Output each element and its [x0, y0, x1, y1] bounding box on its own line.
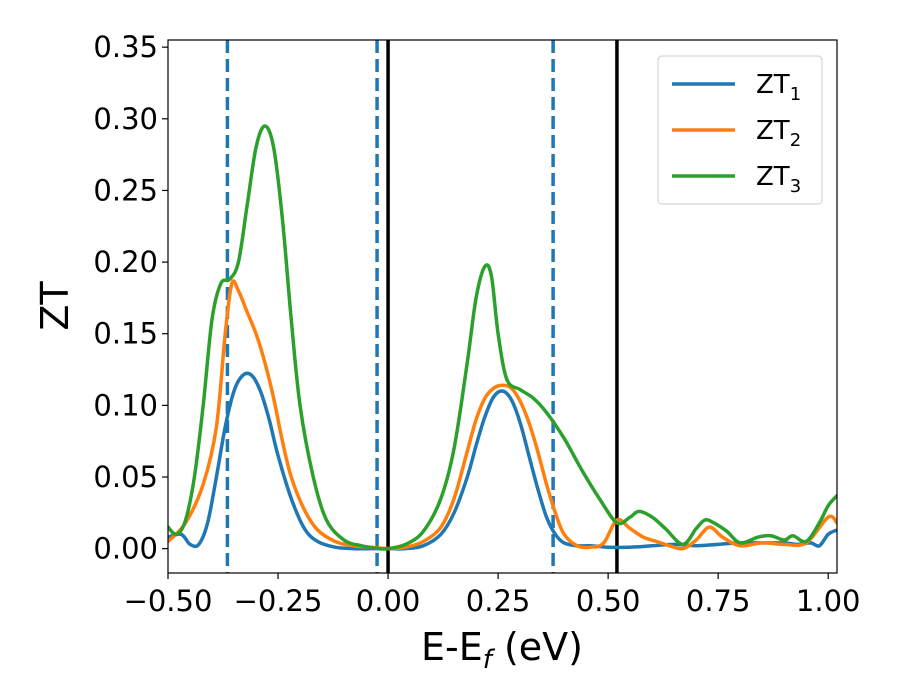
- y-tick-label: 0.05: [93, 460, 158, 494]
- y-axis-label: ZT: [33, 281, 77, 331]
- series-lines: [168, 124, 837, 551]
- legend-frame: [657, 55, 823, 205]
- y-tick-label: 0.20: [93, 245, 158, 279]
- y-tick-label: 0.25: [93, 173, 158, 207]
- series-line-zt1: [168, 371, 837, 551]
- x-axis-label: E-Ef (eV): [421, 625, 583, 675]
- x-tick-label: 0.50: [576, 584, 641, 618]
- y-tick-label: 0.10: [93, 388, 158, 422]
- x-axis-ticks: −0.50 −0.25 0.00 0.25 0.50 0.75 1.00: [124, 573, 861, 618]
- x-tick-label: 0.25: [466, 584, 531, 618]
- plot-frame: [167, 39, 838, 574]
- y-tick-label: 0.15: [93, 317, 158, 351]
- legend-label-zt1: ZT1: [756, 70, 801, 105]
- y-tick-label: 0.30: [93, 102, 158, 136]
- x-tick-label: 0.00: [356, 584, 421, 618]
- y-axis-ticks: 0.00 0.05 0.10 0.15 0.20 0.25 0.30 0.35: [93, 30, 168, 566]
- x-tick-label: 0.75: [686, 584, 751, 618]
- legend-label-zt2: ZT2: [756, 116, 801, 151]
- reference-lines: [225, 40, 619, 573]
- x-tick-label: 1.00: [796, 584, 861, 618]
- series-line-zt2: [168, 279, 837, 551]
- y-tick-label: 0.35: [93, 30, 158, 64]
- x-tick-label: −0.50: [124, 584, 213, 618]
- y-tick-label: 0.00: [93, 532, 158, 566]
- legend: ZT1 ZT2 ZT3: [657, 55, 823, 205]
- legend-label-zt3: ZT3: [756, 162, 801, 197]
- x-tick-label: −0.25: [234, 584, 323, 618]
- series-line-zt3: [168, 124, 837, 551]
